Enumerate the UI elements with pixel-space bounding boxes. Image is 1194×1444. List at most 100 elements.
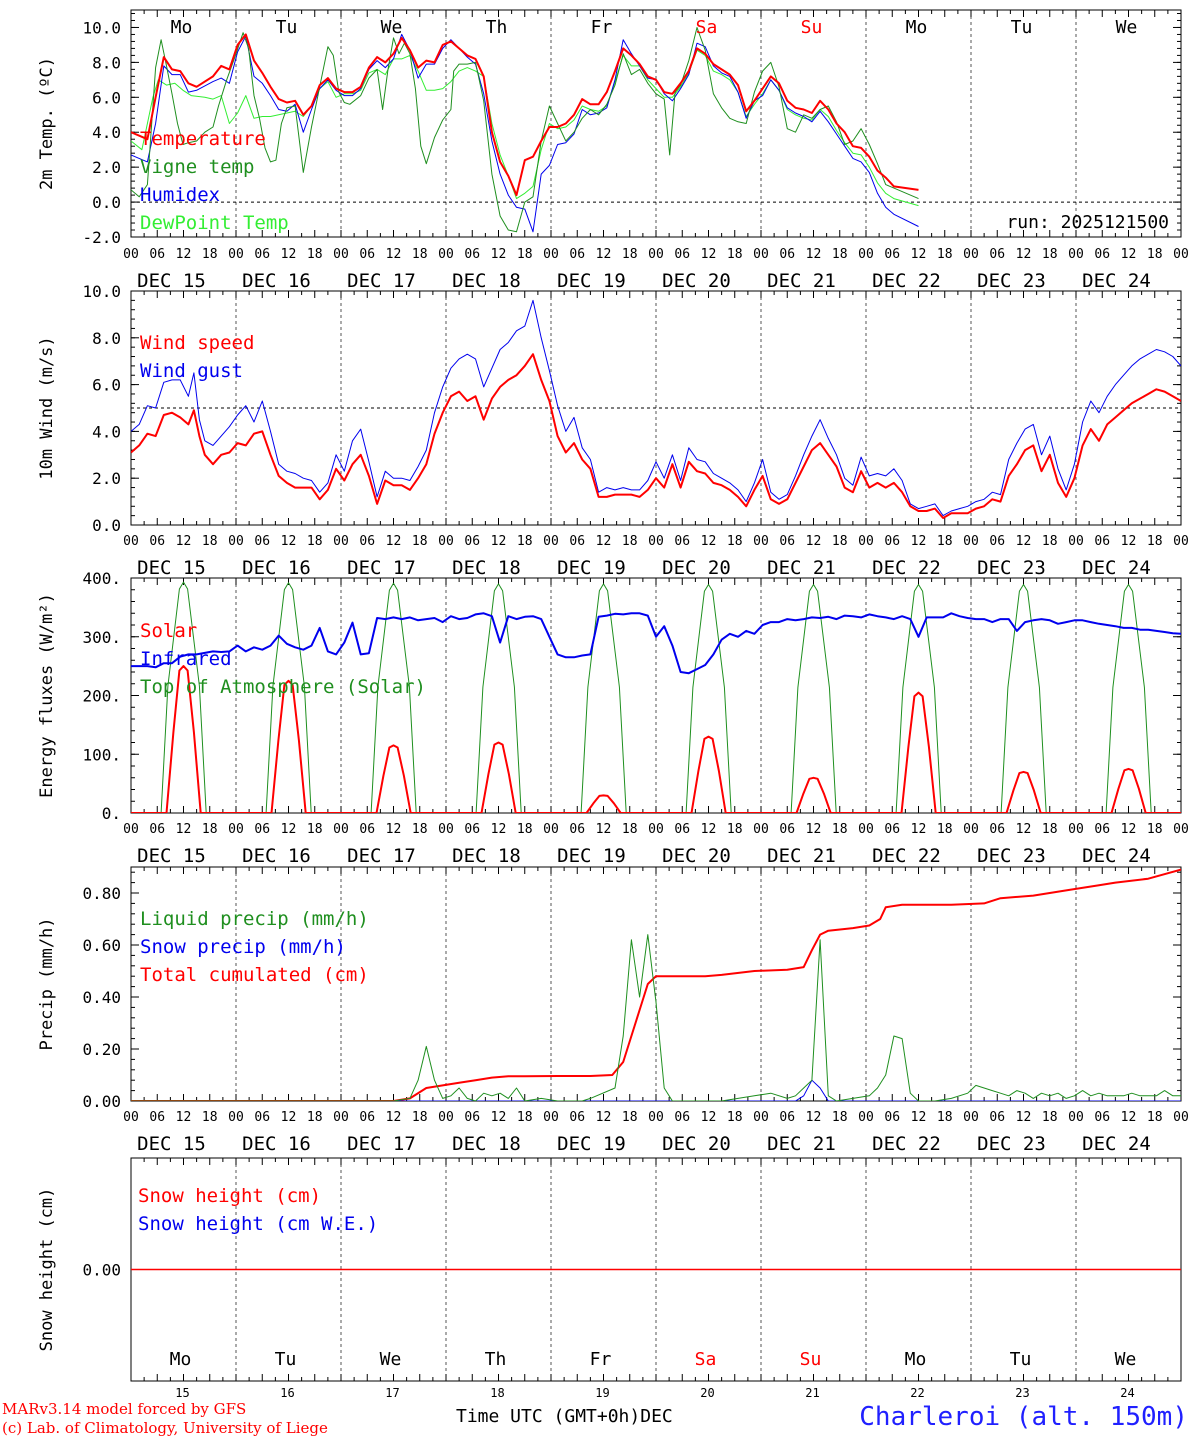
hour-tick-label: 00 xyxy=(963,822,979,837)
hour-tick-label: 06 xyxy=(1094,822,1110,837)
hour-tick-label: 06 xyxy=(989,822,1005,837)
date-label: DEC 17 xyxy=(347,270,416,292)
hour-tick-label: 12 xyxy=(386,247,402,262)
hour-tick-label: 18 xyxy=(202,1110,218,1125)
date-label: DEC 22 xyxy=(872,845,941,867)
hour-tick-label: 00 xyxy=(438,534,454,549)
hour-tick-label: 18 xyxy=(1042,1110,1058,1125)
hour-tick-label: 00 xyxy=(753,1110,769,1125)
hour-tick-label: 00 xyxy=(858,1110,874,1125)
y-tick-label: 0.20 xyxy=(82,1040,121,1059)
date-label: DEC 19 xyxy=(557,557,626,579)
hour-tick-label: 18 xyxy=(622,247,638,262)
hour-tick-label: 18 xyxy=(412,534,428,549)
hour-tick-label: 00 xyxy=(333,534,349,549)
hour-tick-label: 00 xyxy=(1068,822,1084,837)
hour-tick-label: 18 xyxy=(517,822,533,837)
legend-entry: Humidex xyxy=(140,184,220,206)
hour-tick-label: 18 xyxy=(937,247,953,262)
hour-tick-label: 18 xyxy=(517,534,533,549)
hour-tick-label: 12 xyxy=(386,534,402,549)
day-number-label: 15 xyxy=(175,1386,189,1400)
hour-tick-label: 00 xyxy=(543,534,559,549)
hour-tick-label: 18 xyxy=(832,1110,848,1125)
series-line-liquid-precip-mm-h- xyxy=(131,934,1181,1101)
x-axis-unit: DEC xyxy=(640,1406,673,1427)
date-label: DEC 18 xyxy=(452,845,521,867)
hour-tick-label: 06 xyxy=(989,247,1005,262)
y-tick-label: 200. xyxy=(82,687,121,706)
y-tick-label: 4.0 xyxy=(92,422,121,441)
date-label: DEC 19 xyxy=(557,270,626,292)
y-tick-label: 0.40 xyxy=(82,988,121,1007)
hour-tick-label: 06 xyxy=(464,534,480,549)
hour-tick-label: 12 xyxy=(491,1110,507,1125)
weekday-label: Th xyxy=(486,17,508,38)
hour-tick-label: 00 xyxy=(123,822,139,837)
hour-tick-label: 18 xyxy=(1042,822,1058,837)
hour-tick-label: 00 xyxy=(123,247,139,262)
hour-tick-label: 18 xyxy=(832,822,848,837)
date-label: DEC 20 xyxy=(662,1133,731,1155)
hour-tick-label: 00 xyxy=(438,247,454,262)
hour-tick-label: 06 xyxy=(989,1110,1005,1125)
y-axis-label: Energy fluxes (W/m²) xyxy=(37,593,57,798)
y-tick-label: 6.0 xyxy=(92,88,121,107)
hour-tick-label: 18 xyxy=(517,247,533,262)
hour-tick-label: 06 xyxy=(569,1110,585,1125)
hour-tick-label: 06 xyxy=(464,247,480,262)
hour-tick-label: 18 xyxy=(202,247,218,262)
series-line-temperature xyxy=(131,33,919,197)
y-tick-label: 0. xyxy=(102,804,121,823)
hour-tick-label: 12 xyxy=(1016,1110,1032,1125)
weekday-label: Sa xyxy=(696,17,718,38)
date-label: DEC 21 xyxy=(767,270,836,292)
weekday-label-bottom: Tu xyxy=(1010,1349,1032,1370)
date-label: DEC 23 xyxy=(977,845,1046,867)
y-tick-label: 0.00 xyxy=(82,1261,121,1280)
hour-tick-label: 06 xyxy=(359,534,375,549)
hour-tick-label: 00 xyxy=(963,1110,979,1125)
hour-tick-label: 06 xyxy=(254,247,270,262)
y-tick-label: 10.0 xyxy=(82,282,121,301)
weekday-label-bottom: Mo xyxy=(905,1349,927,1370)
hour-tick-label: 00 xyxy=(333,1110,349,1125)
hour-tick-label: 18 xyxy=(727,822,743,837)
weekday-label-bottom: Sa xyxy=(695,1349,717,1370)
weekday-label-bottom: Fr xyxy=(590,1349,612,1370)
hour-tick-label: 12 xyxy=(806,534,822,549)
date-label: DEC 16 xyxy=(242,270,311,292)
hour-tick-label: 00 xyxy=(858,534,874,549)
hour-tick-label: 18 xyxy=(412,247,428,262)
legend-entry: Total cumulated (cm) xyxy=(140,964,369,986)
hour-tick-label: 00 xyxy=(543,247,559,262)
hour-tick-label: 18 xyxy=(727,534,743,549)
y-axis-label: 2m Temp. (ºC) xyxy=(37,57,57,190)
date-label: DEC 17 xyxy=(347,1133,416,1155)
hour-tick-label: 00 xyxy=(858,822,874,837)
hour-tick-label: 18 xyxy=(412,1110,428,1125)
hour-tick-label: 00 xyxy=(1173,534,1189,549)
hour-tick-label: 06 xyxy=(254,534,270,549)
y-tick-label: -2.0 xyxy=(82,228,121,247)
hour-tick-label: 12 xyxy=(596,1110,612,1125)
hour-tick-label: 06 xyxy=(149,247,165,262)
station-name: Charleroi (alt. 150m) xyxy=(859,1402,1188,1432)
hour-tick-label: 12 xyxy=(176,822,192,837)
date-label: DEC 18 xyxy=(452,270,521,292)
hour-tick-label: 00 xyxy=(648,822,664,837)
date-label: DEC 15 xyxy=(137,845,206,867)
hour-tick-label: 12 xyxy=(911,534,927,549)
legend-entry: Top of Atmosphere (Solar) xyxy=(140,676,426,698)
y-axis-label: Precip (mm/h) xyxy=(37,917,57,1050)
day-number-label: 19 xyxy=(595,1386,609,1400)
legend-entry: Vigne temp xyxy=(140,156,254,178)
weekday-label: Tu xyxy=(1011,17,1033,38)
x-axis-label: Time UTC (GMT+0h) xyxy=(456,1406,641,1427)
hour-tick-label: 00 xyxy=(753,534,769,549)
hour-tick-label: 12 xyxy=(701,1110,717,1125)
hour-tick-label: 18 xyxy=(202,534,218,549)
hour-tick-label: 00 xyxy=(333,822,349,837)
y-tick-label: 300. xyxy=(82,628,121,647)
